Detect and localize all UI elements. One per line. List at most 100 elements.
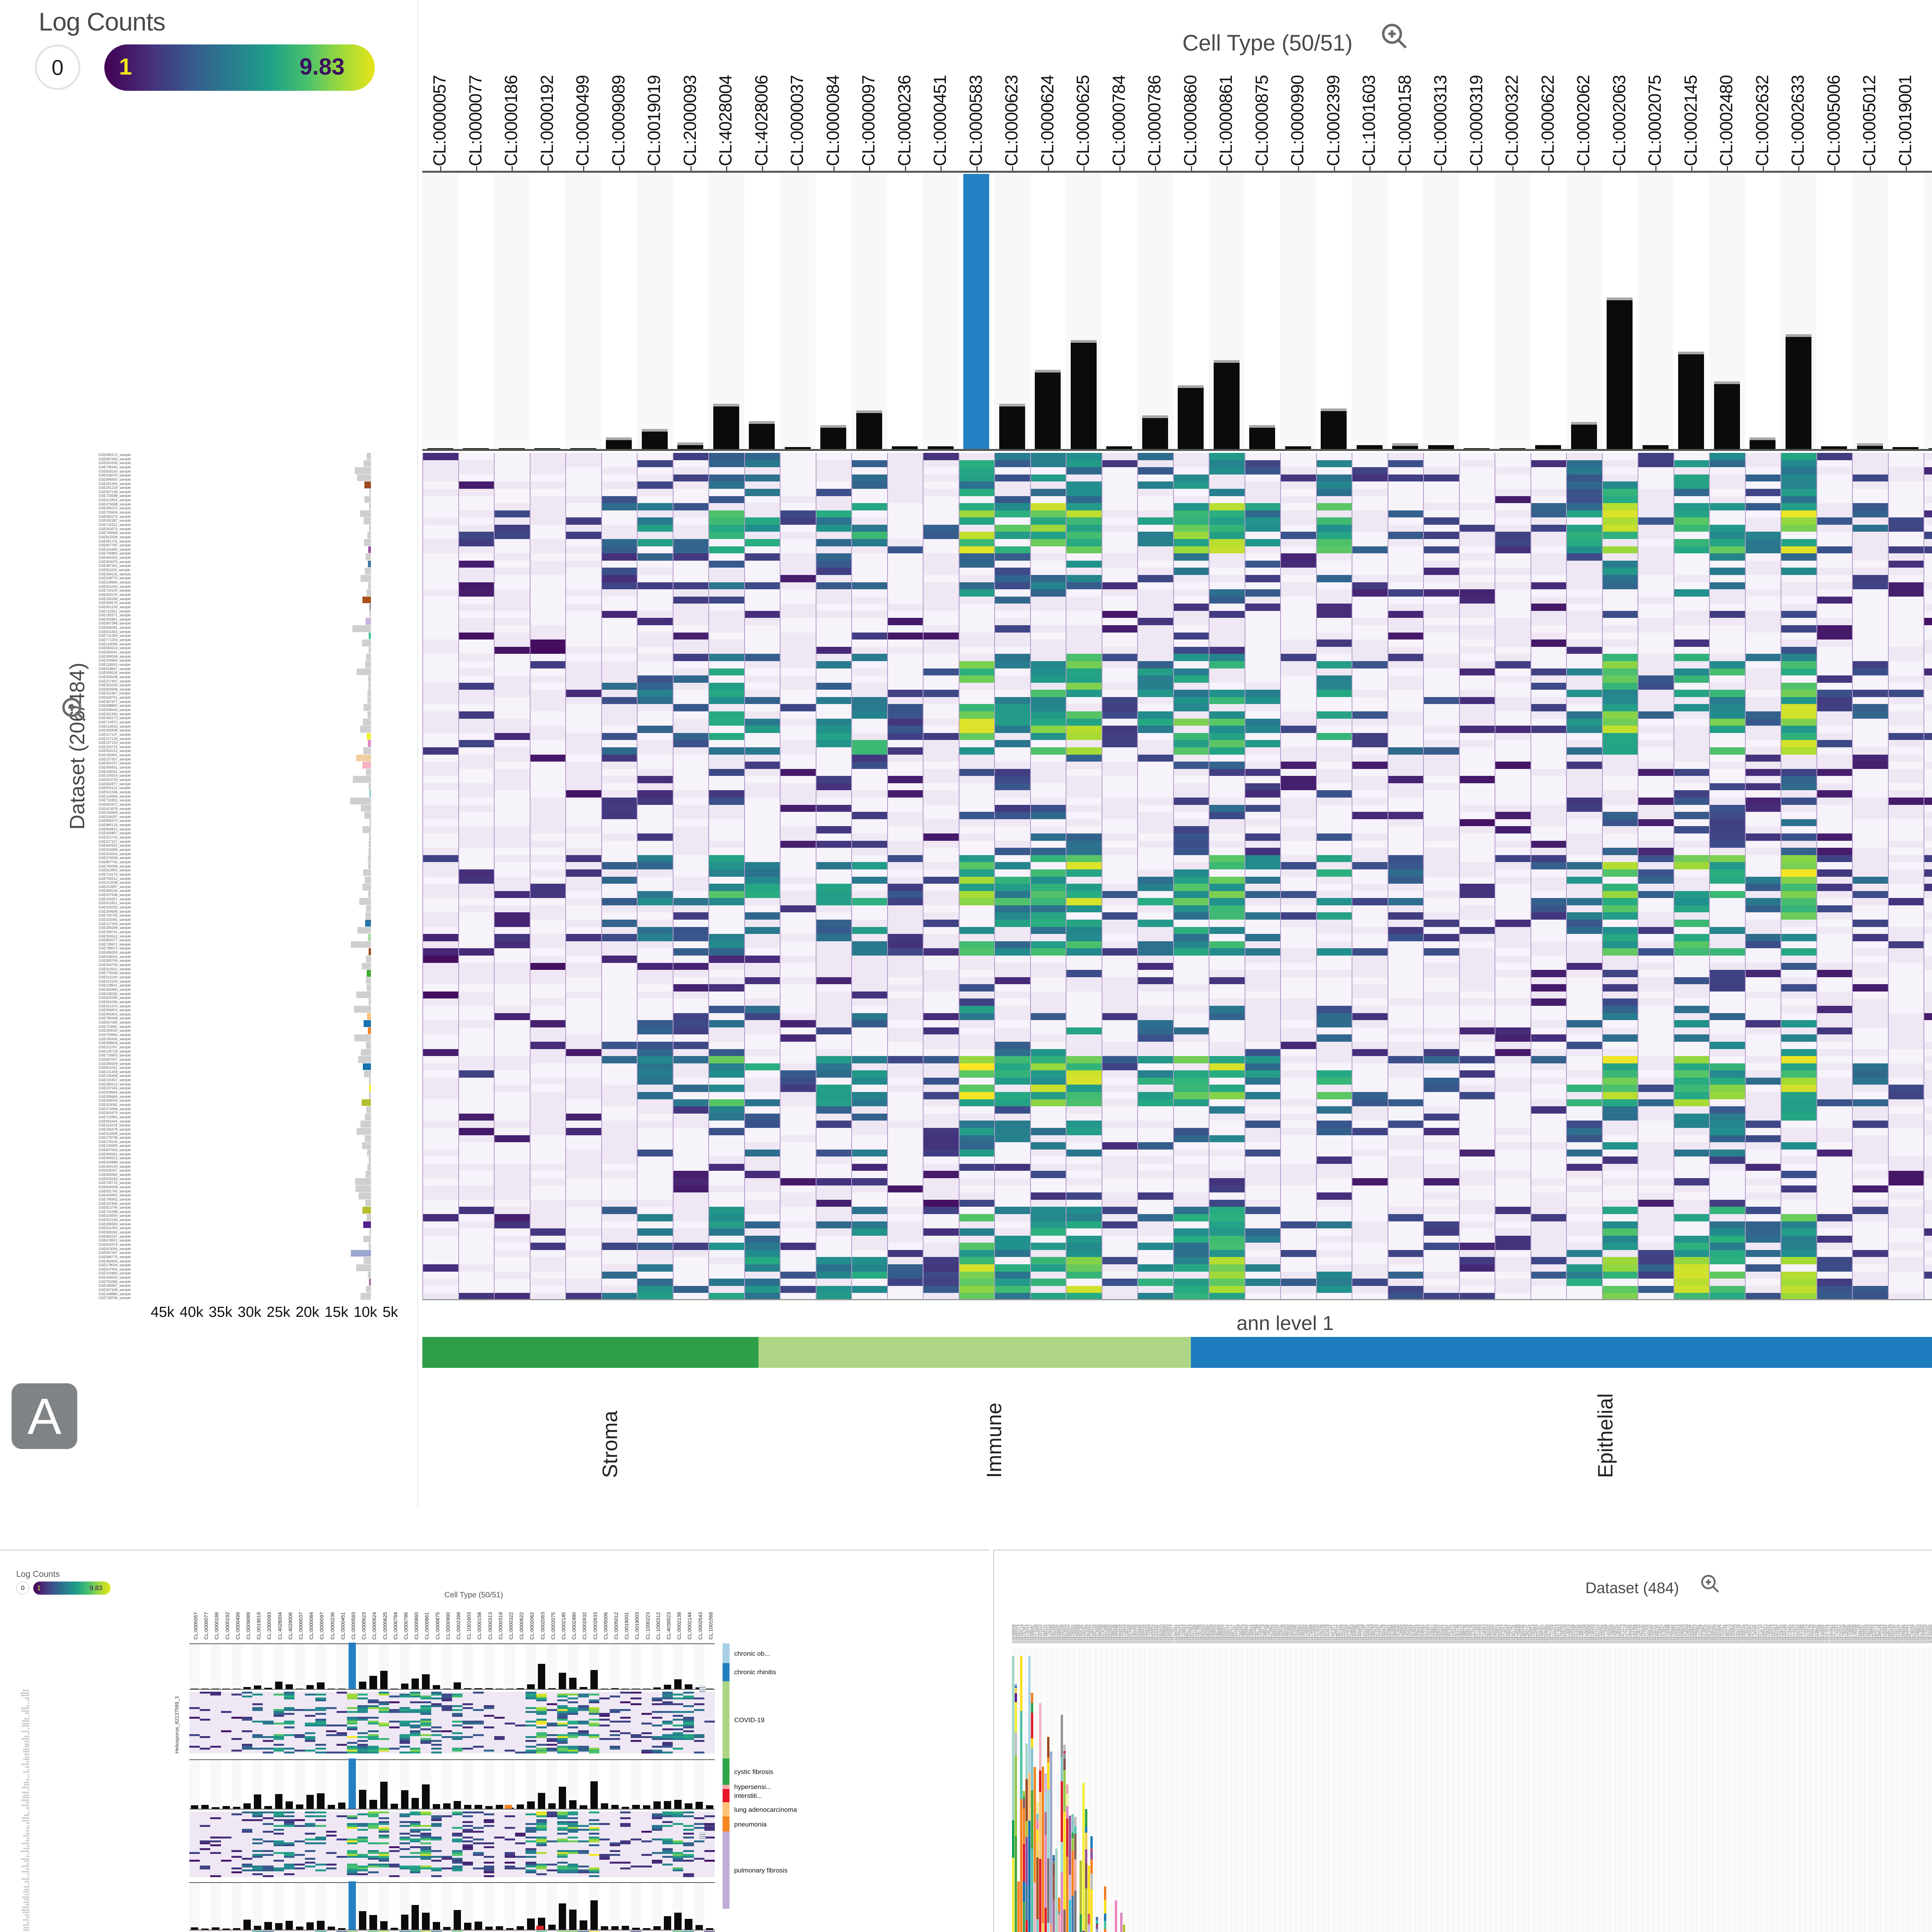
heatmap-cell[interactable]: [1531, 912, 1566, 920]
heatmap-cell[interactable]: [923, 762, 959, 769]
heatmap-cell[interactable]: [744, 1171, 780, 1178]
heatmap-cell[interactable]: [1781, 855, 1816, 862]
heatmap-cell[interactable]: [422, 532, 458, 539]
heatmap-cell[interactable]: [1137, 1243, 1173, 1250]
heatmap-cell[interactable]: [959, 848, 995, 855]
heatmap-cell[interactable]: [673, 719, 709, 726]
heatmap-cell[interactable]: [1066, 1099, 1102, 1107]
heatmap-cell[interactable]: [530, 769, 566, 776]
heatmap-cell[interactable]: [1495, 1200, 1531, 1207]
heatmap-cell[interactable]: [1316, 747, 1352, 755]
heatmap-cell[interactable]: [458, 1099, 494, 1107]
heatmap-cell[interactable]: [494, 992, 530, 999]
heatmap-cell[interactable]: [601, 1013, 637, 1020]
heatmap-cell[interactable]: [1209, 1236, 1245, 1243]
heatmap-cell[interactable]: [887, 977, 923, 985]
heatmap-cell[interactable]: [1173, 1106, 1209, 1114]
heatmap-cell[interactable]: [1602, 1171, 1638, 1178]
heatmap-cell[interactable]: [1638, 1286, 1673, 1293]
heatmap-cell[interactable]: [1245, 740, 1281, 747]
heatmap-cell[interactable]: [565, 927, 601, 934]
heatmap-cell[interactable]: [816, 1185, 852, 1193]
heatmap-cell[interactable]: [1388, 1020, 1423, 1027]
bar[interactable]: [1142, 415, 1168, 449]
heatmap-cell[interactable]: [601, 1164, 637, 1171]
heatmap-cell[interactable]: [494, 561, 530, 568]
heatmap-cell[interactable]: [1316, 769, 1352, 776]
heatmap-cell[interactable]: [673, 726, 709, 733]
heatmap-cell[interactable]: [1280, 1034, 1316, 1042]
heatmap-cell[interactable]: [816, 467, 852, 474]
heatmap-cell[interactable]: [1030, 618, 1066, 625]
heatmap-cell[interactable]: [923, 453, 959, 460]
heatmap-cell[interactable]: [887, 1092, 923, 1099]
heatmap-cell[interactable]: [1137, 977, 1173, 985]
heatmap-cell[interactable]: [1352, 862, 1388, 869]
heatmap-cell[interactable]: [1673, 848, 1709, 855]
heatmap-cell[interactable]: [1316, 503, 1352, 510]
heatmap-cell[interactable]: [494, 1078, 530, 1085]
heatmap-cell[interactable]: [959, 869, 995, 877]
heatmap-cell[interactable]: [994, 1049, 1030, 1056]
heatmap-cell[interactable]: [1102, 711, 1138, 719]
heatmap-cell[interactable]: [1673, 826, 1709, 833]
heatmap-cell[interactable]: [816, 1027, 852, 1035]
heatmap-cell[interactable]: [1673, 496, 1709, 503]
heatmap-cell[interactable]: [923, 675, 959, 683]
heatmap-cell[interactable]: [637, 877, 673, 884]
heatmap-cell[interactable]: [1173, 826, 1209, 833]
heatmap-cell[interactable]: [673, 733, 709, 740]
heatmap-cell[interactable]: [1459, 1200, 1495, 1207]
heatmap-cell[interactable]: [1781, 1049, 1816, 1056]
heatmap-cell[interactable]: [1709, 1042, 1745, 1049]
heatmap-cell[interactable]: [1745, 1228, 1781, 1236]
heatmap-cell[interactable]: [1066, 553, 1102, 561]
heatmap-cell[interactable]: [1531, 1070, 1566, 1078]
heatmap-cell[interactable]: [851, 891, 887, 898]
heatmap-cell[interactable]: [1602, 912, 1638, 920]
heatmap-cell[interactable]: [1173, 639, 1209, 647]
heatmap-cell[interactable]: [422, 762, 458, 769]
heatmap-cell[interactable]: [1566, 711, 1602, 719]
heatmap-column[interactable]: [1102, 453, 1138, 1299]
heatmap-cell[interactable]: [1030, 1099, 1066, 1107]
heatmap-cell[interactable]: [1388, 639, 1423, 647]
heatmap-cell[interactable]: [494, 912, 530, 920]
heatmap-cell[interactable]: [637, 1264, 673, 1272]
heatmap-cell[interactable]: [601, 1099, 637, 1107]
heatmap-cell[interactable]: [923, 690, 959, 697]
heatmap-cell[interactable]: [1352, 984, 1388, 992]
heatmap-cell[interactable]: [1566, 1042, 1602, 1049]
heatmap-cell[interactable]: [1531, 798, 1566, 805]
heatmap-cell[interactable]: [1781, 747, 1816, 755]
heatmap-cell[interactable]: [744, 1128, 780, 1135]
heatmap-cell[interactable]: [1209, 683, 1245, 690]
heatmap-cell[interactable]: [565, 568, 601, 575]
heatmap-cell[interactable]: [673, 532, 709, 539]
heatmap-cell[interactable]: [1245, 654, 1281, 661]
heatmap-cell[interactable]: [637, 992, 673, 999]
heatmap-cell[interactable]: [1209, 1164, 1245, 1171]
heatmap-cell[interactable]: [994, 769, 1030, 776]
heatmap-cell[interactable]: [1030, 460, 1066, 468]
heatmap-cell[interactable]: [780, 719, 816, 726]
heatmap-cell[interactable]: [1638, 1272, 1673, 1279]
heatmap-cell[interactable]: [1673, 963, 1709, 970]
heatmap-cell[interactable]: [1102, 755, 1138, 762]
heatmap-cell[interactable]: [1066, 654, 1102, 661]
heatmap-cell[interactable]: [1173, 1250, 1209, 1257]
heatmap-cell[interactable]: [1066, 841, 1102, 848]
heatmap-cell[interactable]: [994, 1135, 1030, 1143]
heatmap-cell[interactable]: [1531, 819, 1566, 827]
heatmap-cell[interactable]: [530, 690, 566, 697]
heatmap-cell[interactable]: [1280, 819, 1316, 827]
heatmap-cell[interactable]: [851, 1042, 887, 1049]
heatmap-cell[interactable]: [1316, 474, 1352, 482]
heatmap-cell[interactable]: [994, 833, 1030, 841]
heatmap-cell[interactable]: [1316, 963, 1352, 970]
heatmap-cell[interactable]: [601, 1135, 637, 1143]
heatmap-cell[interactable]: [1388, 575, 1423, 582]
heatmap-cell[interactable]: [1030, 1279, 1066, 1286]
heatmap-cell[interactable]: [1102, 604, 1138, 611]
heatmap-cell[interactable]: [1781, 1228, 1816, 1236]
